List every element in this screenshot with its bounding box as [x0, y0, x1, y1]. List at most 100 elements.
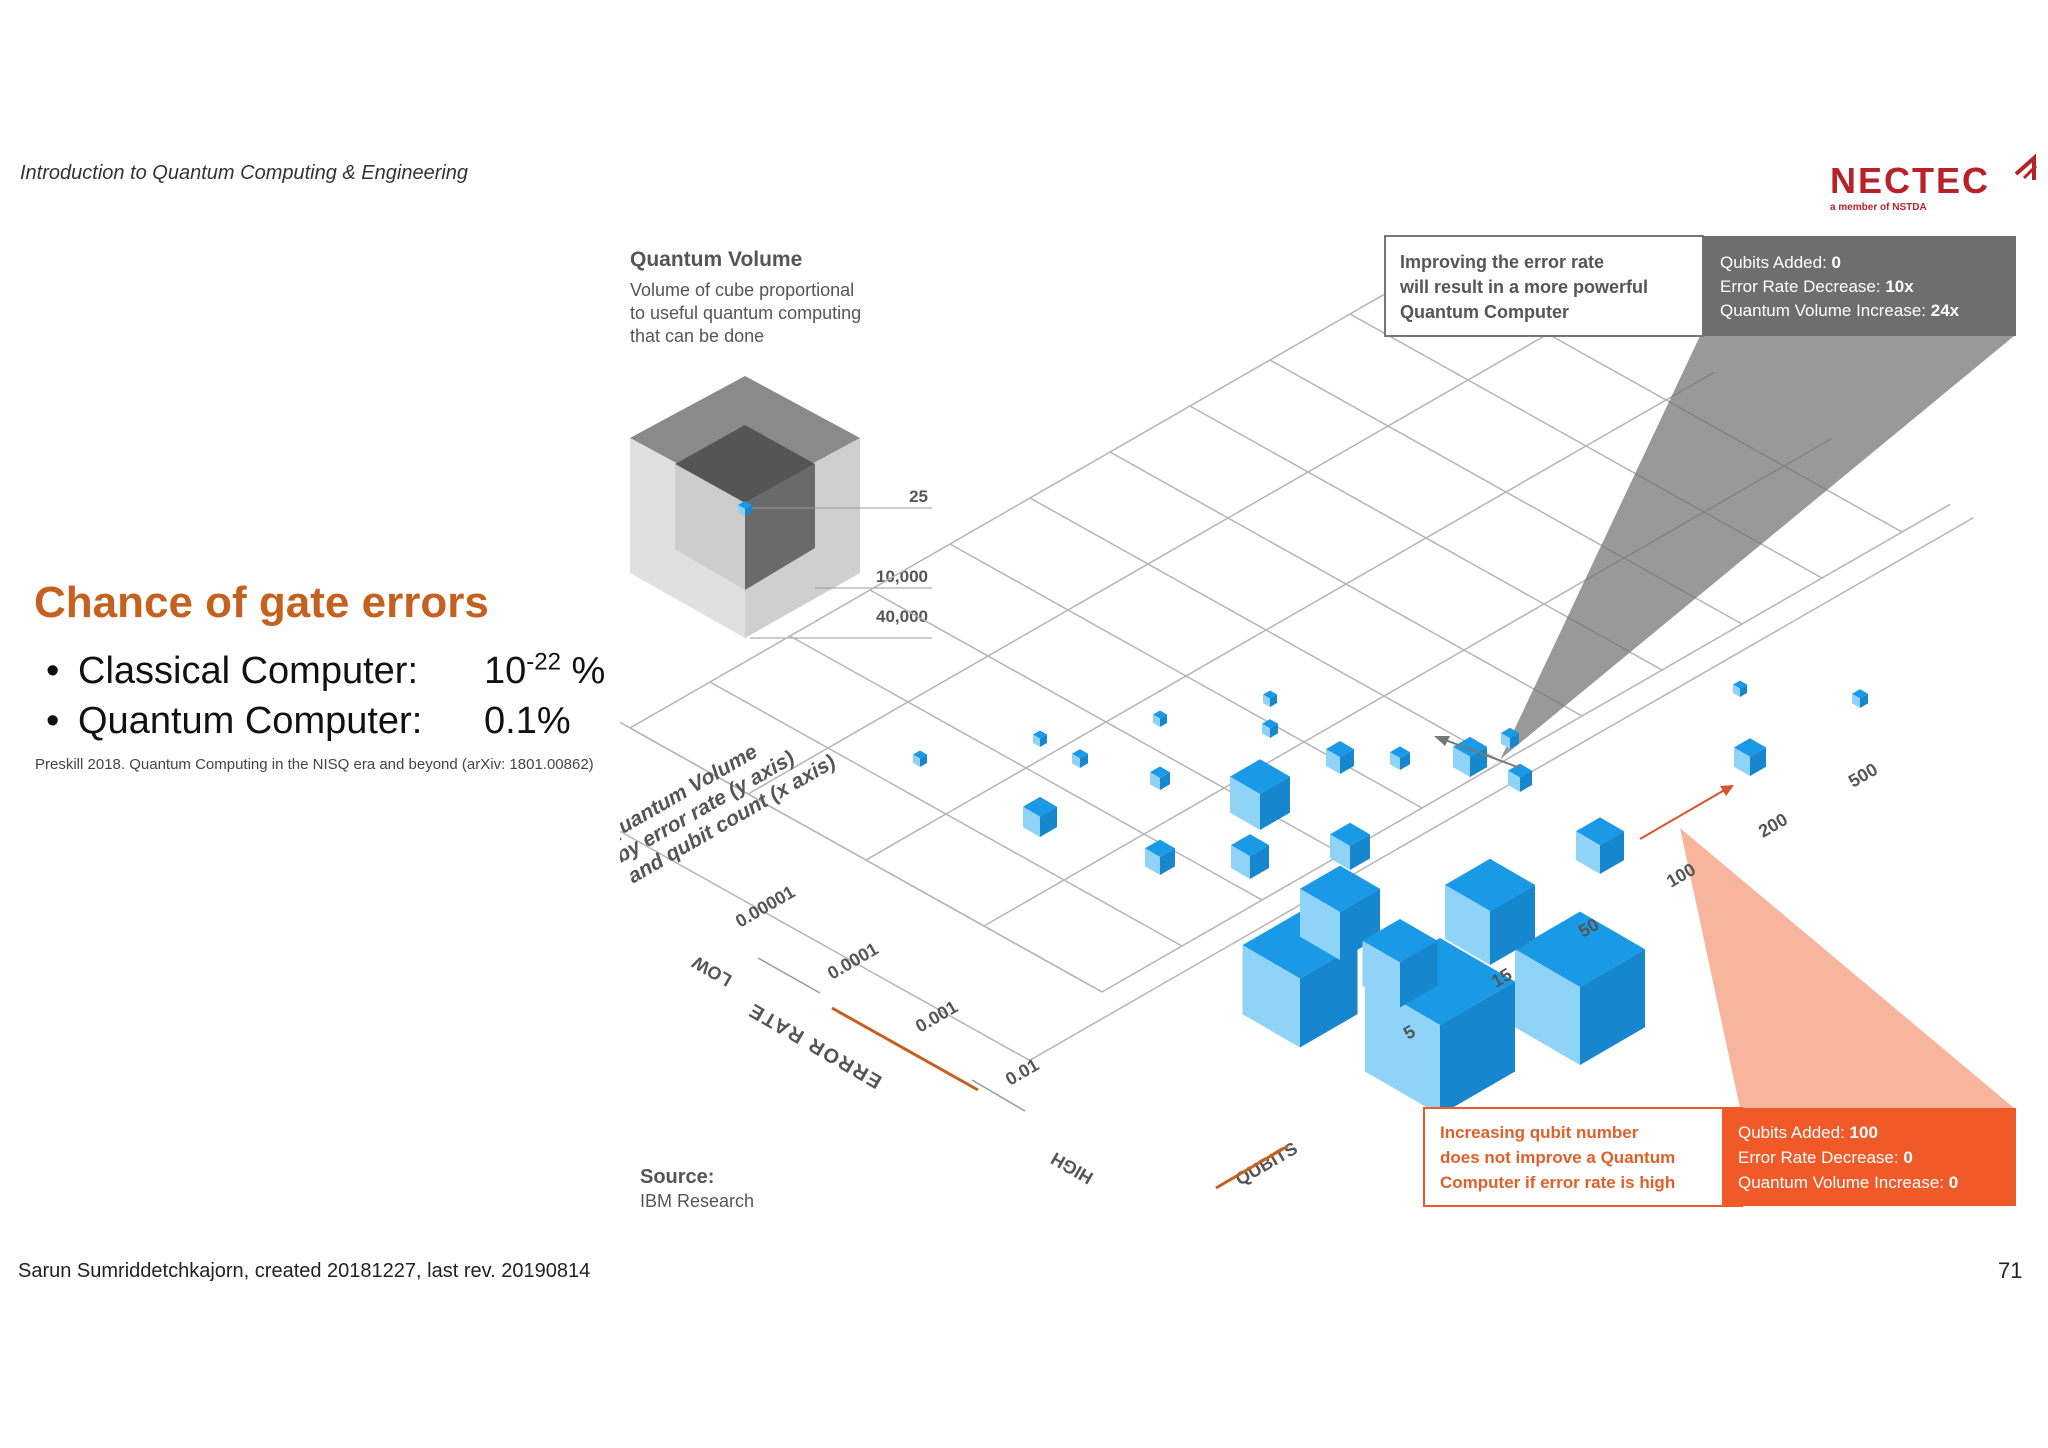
axis-error-rate-label: ERROR RATE — [744, 998, 886, 1092]
quantum-volume-figure: Quantum Volume Volume of cube proportion… — [620, 235, 2016, 1211]
volume-cube — [1508, 763, 1532, 792]
legend-mark-40000: 40,000 — [876, 607, 928, 626]
legend-mark-25: 25 — [909, 487, 928, 506]
volume-cube — [1326, 740, 1354, 774]
top-callout-text-1: Improving the error rate — [1400, 252, 1604, 272]
bullet-value: 10-22 % — [484, 648, 606, 692]
footer-author: Sarun Sumriddetchkajorn, created 2018122… — [18, 1260, 591, 1282]
bullet-icon: • — [46, 649, 60, 692]
grid-line — [629, 239, 1479, 729]
volume-cube — [1263, 690, 1277, 707]
top-stat-qubits: Qubits Added: 0 — [1720, 253, 1841, 272]
top-callout: Improving the error rate will result in … — [1384, 235, 2016, 337]
volume-cube — [913, 750, 927, 767]
bottom-callout-text-3: Computer if error rate is high — [1440, 1173, 1675, 1192]
error-rate-tick: 0.0001 — [824, 939, 882, 984]
error-rate-tick: 0.001 — [912, 997, 961, 1037]
volume-cube — [1734, 738, 1766, 776]
top-stat-error: Error Rate Decrease: 10x — [1720, 277, 1914, 296]
bullet-value: 0.1% — [484, 700, 571, 742]
volume-cube — [1150, 766, 1170, 790]
volume-cube — [1072, 749, 1088, 768]
grid-border — [620, 830, 1030, 1062]
logo-tagline: a member of NSTDA — [1830, 202, 1927, 213]
volume-cube — [1300, 865, 1380, 960]
bottom-stat-volume: Quantum Volume Increase: 0 — [1738, 1173, 1958, 1192]
grid-border — [1029, 516, 1974, 1062]
grid-line — [949, 543, 1423, 809]
bottom-callout: Increasing qubit number does not improve… — [1423, 1107, 2016, 1207]
axis-high-label: HIGH — [1048, 1148, 1097, 1188]
volume-cubes — [913, 680, 1868, 1115]
axis-arrow-low-icon — [757, 957, 821, 994]
volume-cube — [1501, 727, 1519, 749]
slide-title: Chance of gate errors — [34, 578, 489, 627]
logo-brand: NECTEC — [1830, 160, 1991, 201]
legend-title: Quantum Volume — [630, 248, 802, 271]
error-rate-tick: 0.01 — [1002, 1055, 1042, 1090]
volume-cube — [1362, 919, 1438, 1008]
grid-line — [1109, 451, 1583, 717]
volume-cube — [1445, 858, 1535, 965]
grid-line — [865, 371, 1715, 861]
bottom-stat-error: Error Rate Decrease: 0 — [1738, 1148, 1913, 1167]
arrow-error-rate — [1434, 736, 1521, 769]
volume-cube — [1852, 689, 1868, 708]
legend-desc-1: Volume of cube proportional — [630, 280, 854, 300]
top-callout-text-3: Quantum Computer — [1400, 302, 1569, 322]
grid-line — [709, 681, 1183, 947]
volume-cube — [1153, 710, 1167, 727]
volume-cube — [1453, 736, 1487, 777]
bullet-quantum: • Quantum Computer: 0.1% — [46, 700, 571, 743]
volume-cube — [1330, 822, 1370, 870]
bullet-icon: • — [46, 700, 60, 742]
legend-desc-2: to useful quantum computing — [630, 303, 861, 323]
bottom-callout-text-1: Increasing qubit number — [1440, 1123, 1639, 1142]
qubits-underline — [1215, 1144, 1289, 1190]
volume-cube — [1390, 746, 1410, 770]
page-number: 71 — [1998, 1258, 2023, 1283]
volume-cube — [1576, 817, 1624, 874]
volume-cube — [1023, 796, 1057, 837]
bullet-label: Classical Computer: — [78, 649, 418, 692]
volume-cube — [1242, 911, 1358, 1048]
volume-cube — [1033, 730, 1047, 747]
volume-cube — [1145, 839, 1175, 875]
volume-cube — [1515, 911, 1645, 1065]
top-callout-text-2: will result in a more powerful — [1399, 277, 1648, 297]
qubit-count-tick: 200 — [1755, 809, 1791, 841]
qubit-count-tick: 500 — [1845, 759, 1881, 791]
axis-arrow-high-icon — [971, 1079, 1026, 1112]
bullet-classical: • Classical Computer: 10-22 % — [46, 648, 605, 693]
nectec-logo: NECTEC a member of NSTDA — [1826, 150, 2041, 220]
grid-line — [1101, 503, 1951, 993]
volume-cube — [1262, 719, 1278, 738]
bullet-label: Quantum Computer: — [78, 700, 423, 742]
citation: Preskill 2018. Quantum Computing in the … — [35, 756, 594, 773]
legend-cube — [630, 376, 860, 638]
legend-desc-3: that can be done — [630, 326, 764, 346]
source-label: Source: — [640, 1166, 714, 1188]
grid-line — [1029, 497, 1503, 763]
volume-cube — [1365, 938, 1515, 1115]
grid-line — [747, 305, 1597, 795]
grid-border — [620, 721, 1103, 993]
qubits-label: QUBITS — [1232, 1138, 1301, 1189]
top-stat-volume: Quantum Volume Increase: 24x — [1720, 301, 1960, 320]
volume-cube — [1733, 680, 1747, 697]
legend-mark-10000: 10,000 — [876, 567, 928, 586]
bottom-callout-wedge — [1680, 828, 2014, 1108]
top-callout-wedge — [1480, 336, 2014, 776]
volume-cube — [1231, 834, 1269, 879]
arrow-qubits — [1639, 785, 1734, 840]
course-title: Introduction to Quantum Computing & Engi… — [20, 162, 469, 184]
bottom-stat-qubits: Qubits Added: 100 — [1738, 1123, 1878, 1142]
volume-cube — [1230, 759, 1290, 830]
logo-mark-icon — [2014, 153, 2038, 180]
axis-low-label: LOW — [689, 952, 735, 990]
source-value: IBM Research — [640, 1191, 754, 1211]
error-rate-underline — [831, 1006, 979, 1092]
grid-line — [789, 635, 1263, 901]
error-rate-tick: 0.00001 — [732, 882, 798, 932]
bottom-callout-text-2: does not improve a Quantum — [1440, 1148, 1675, 1167]
